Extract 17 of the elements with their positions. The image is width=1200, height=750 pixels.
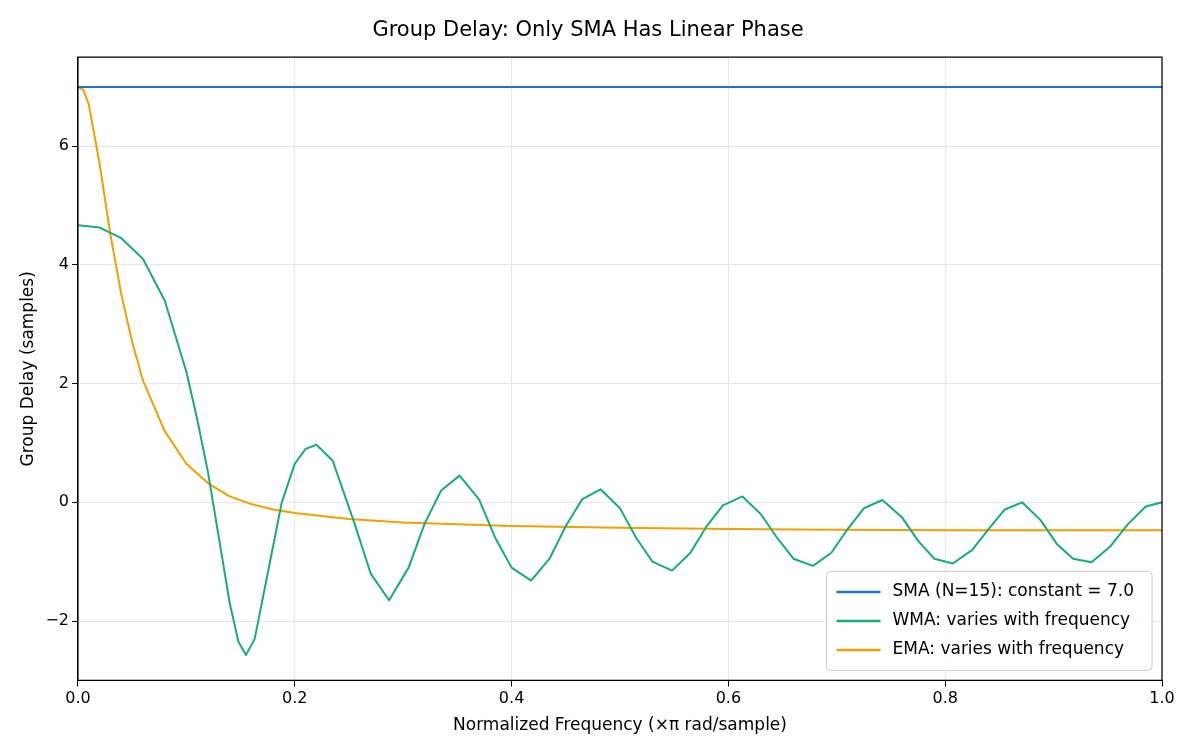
y-tick-label: 6	[58, 135, 69, 155]
y-tick-label: 4	[58, 254, 69, 274]
x-tick-label: 0.8	[932, 688, 958, 708]
chart-title: Group Delay: Only SMA Has Linear Phase	[372, 17, 804, 42]
legend-label: WMA: varies with frequency	[892, 609, 1131, 630]
legend-label: EMA: varies with frequency	[892, 638, 1125, 659]
x-tick-label: 1.0	[1149, 688, 1175, 708]
x-tick-label: 0.0	[65, 688, 91, 708]
y-tick-label: 0	[58, 491, 69, 511]
x-tick-label: 0.4	[498, 688, 525, 708]
y-tick-label: −2	[45, 610, 69, 630]
y-axis-title: Group Delay (samples)	[16, 271, 37, 467]
y-tick-label: 2	[58, 372, 69, 392]
x-axis-title: Normalized Frequency (×π rad/sample)	[453, 714, 787, 735]
x-tick-label: 0.6	[715, 688, 742, 708]
x-tick-label: 0.2	[282, 688, 308, 708]
legend-label: SMA (N=15): constant = 7.0	[892, 580, 1135, 601]
